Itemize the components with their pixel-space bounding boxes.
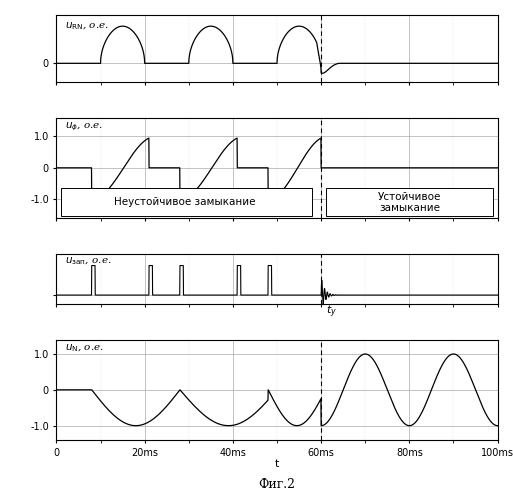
X-axis label: t: t — [275, 459, 279, 469]
Text: Неустойчивое замыкание: Неустойчивое замыкание — [113, 198, 255, 207]
Text: $u_\phi$, о.е.: $u_\phi$, о.е. — [65, 120, 104, 133]
Text: $u_\mathrm{зап}$, о.е.: $u_\mathrm{зап}$, о.е. — [65, 255, 112, 267]
FancyBboxPatch shape — [326, 188, 493, 216]
Text: $t_y$: $t_y$ — [326, 304, 337, 320]
Text: Фиг.2: Фиг.2 — [259, 478, 295, 490]
Text: Устойчивое
замыкание: Устойчивое замыкание — [378, 192, 441, 213]
FancyBboxPatch shape — [61, 188, 312, 216]
Text: $u_\mathrm{N}$, о.е.: $u_\mathrm{N}$, о.е. — [65, 342, 104, 354]
Text: $u_\mathrm{RN}$, о.е.: $u_\mathrm{RN}$, о.е. — [65, 20, 109, 32]
